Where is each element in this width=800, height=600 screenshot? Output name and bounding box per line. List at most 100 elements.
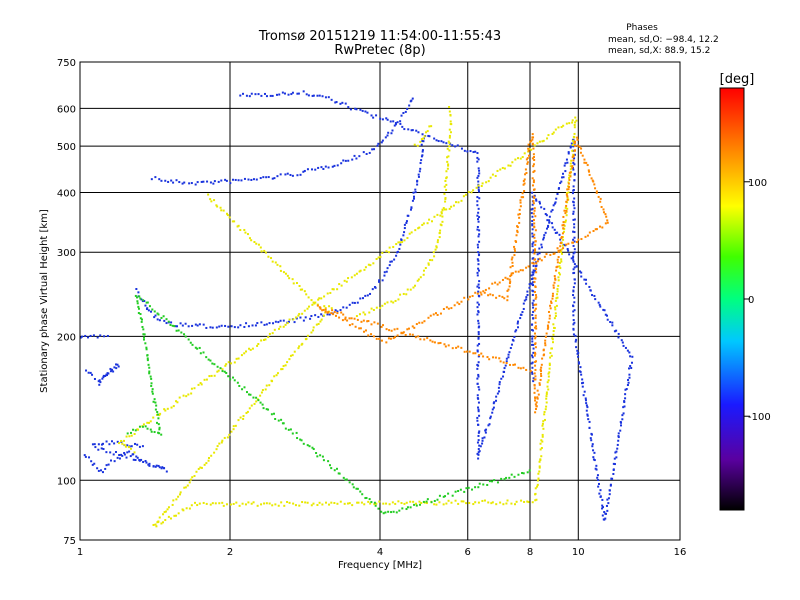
data-point [460, 300, 463, 303]
data-point [571, 119, 574, 122]
data-point [480, 293, 483, 296]
data-point [224, 324, 227, 327]
data-point [490, 480, 493, 483]
data-point [303, 290, 306, 293]
data-point [585, 161, 588, 164]
data-point [506, 289, 509, 292]
data-point [508, 285, 511, 288]
data-point [531, 372, 534, 375]
data-point [430, 220, 433, 223]
data-point [305, 93, 308, 96]
data-point [280, 501, 283, 504]
data-point [333, 502, 336, 505]
data-point [522, 196, 525, 199]
data-point [534, 487, 537, 490]
data-point [601, 507, 604, 510]
data-point [142, 328, 145, 331]
data-point [396, 334, 399, 337]
data-point [450, 501, 453, 504]
data-point [383, 274, 386, 277]
data-point [477, 431, 480, 434]
data-point [221, 370, 224, 373]
data-point [389, 337, 392, 340]
data-point [523, 190, 526, 193]
data-point [434, 248, 437, 251]
data-point [385, 341, 388, 344]
data-point [152, 523, 155, 526]
data-point [316, 304, 319, 307]
data-point [260, 503, 263, 506]
data-point [604, 517, 607, 520]
data-point [269, 94, 272, 97]
data-point [432, 251, 435, 254]
data-point [533, 222, 536, 225]
data-point [573, 123, 576, 126]
data-point [436, 498, 439, 501]
data-point [476, 274, 479, 277]
data-point [240, 354, 243, 357]
data-point [540, 259, 543, 262]
data-point [222, 504, 225, 507]
data-point [446, 160, 449, 163]
data-point [532, 156, 535, 159]
data-point [126, 432, 129, 435]
data-point [477, 375, 480, 378]
data-point [230, 325, 233, 328]
data-point [388, 329, 391, 332]
data-point [477, 251, 480, 254]
data-point [392, 120, 395, 123]
data-point [547, 310, 550, 313]
data-point [575, 346, 578, 349]
data-point [602, 211, 605, 214]
data-point [373, 148, 376, 151]
data-point [477, 406, 480, 409]
data-point [566, 196, 569, 199]
data-point [410, 206, 413, 209]
data-point [93, 377, 96, 380]
data-point [407, 214, 410, 217]
data-point [548, 362, 551, 365]
data-point [525, 298, 528, 301]
data-point [338, 316, 341, 319]
data-point [500, 377, 503, 380]
data-point [94, 446, 97, 449]
data-point [492, 406, 495, 409]
colorbar-tick-label: 0 [748, 295, 754, 306]
data-point [144, 459, 147, 462]
data-point [260, 94, 263, 97]
data-point [411, 325, 414, 328]
data-point [531, 133, 534, 136]
data-point [584, 235, 587, 238]
data-point [248, 393, 251, 396]
colorbar [719, 87, 745, 511]
data-point [353, 317, 356, 320]
data-point [531, 356, 534, 359]
data-point [476, 292, 479, 295]
data-point [265, 323, 268, 326]
data-points [80, 90, 634, 528]
data-point [546, 137, 549, 140]
data-point [272, 322, 275, 325]
data-point [621, 341, 624, 344]
data-point [549, 253, 552, 256]
data-point [398, 247, 401, 250]
data-point [283, 92, 286, 95]
data-point [601, 514, 604, 517]
data-point [358, 327, 361, 330]
data-point [225, 371, 228, 374]
data-point [467, 190, 470, 193]
data-point [175, 400, 178, 403]
data-point [358, 270, 361, 273]
data-point [547, 372, 550, 375]
data-point [531, 293, 534, 296]
data-point [534, 285, 537, 288]
data-point [407, 128, 410, 131]
data-point [534, 314, 537, 317]
data-point [556, 290, 559, 293]
y-tick-label: 750 [57, 58, 76, 69]
data-point [331, 288, 334, 291]
data-point [514, 503, 517, 506]
data-point [478, 216, 481, 219]
data-point [455, 201, 458, 204]
data-point [562, 176, 565, 179]
